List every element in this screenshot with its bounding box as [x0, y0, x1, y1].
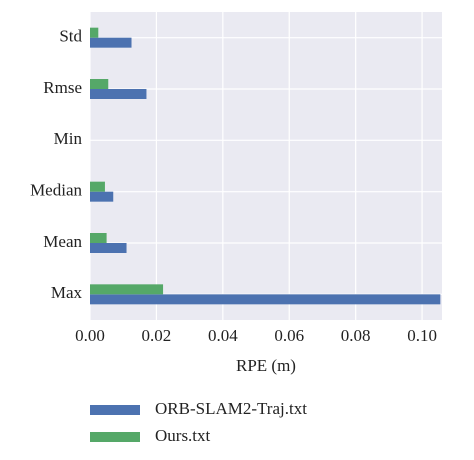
x-tick-label: 0.02	[142, 326, 172, 345]
legend-swatch	[90, 405, 140, 415]
x-tick-label: 0.04	[208, 326, 238, 345]
x-tick-label: 0.08	[341, 326, 371, 345]
x-axis-label: RPE (m)	[236, 356, 296, 375]
legend-swatch	[90, 432, 140, 442]
x-tick-label: 0.10	[407, 326, 437, 345]
y-tick-label: Mean	[43, 232, 82, 251]
bar	[90, 294, 441, 305]
y-tick-label: Max	[51, 283, 83, 302]
bar	[90, 243, 127, 253]
y-tick-label: Rmse	[43, 78, 82, 97]
x-tick-label: 0.00	[75, 326, 105, 345]
legend-label: Ours.txt	[155, 426, 211, 445]
x-tick-label: 0.06	[274, 326, 304, 345]
bar	[90, 37, 132, 48]
y-tick-label: Min	[54, 129, 83, 148]
legend-label: ORB-SLAM2-Traj.txt	[155, 399, 307, 418]
y-tick-label: Std	[59, 27, 82, 46]
bar	[90, 79, 109, 89]
bar	[90, 27, 99, 38]
y-tick-label: Median	[30, 181, 82, 200]
bar	[90, 284, 164, 295]
bar	[90, 89, 147, 99]
bar	[90, 233, 107, 243]
bar	[90, 191, 114, 202]
bar	[90, 181, 105, 192]
plot-area	[90, 12, 442, 320]
